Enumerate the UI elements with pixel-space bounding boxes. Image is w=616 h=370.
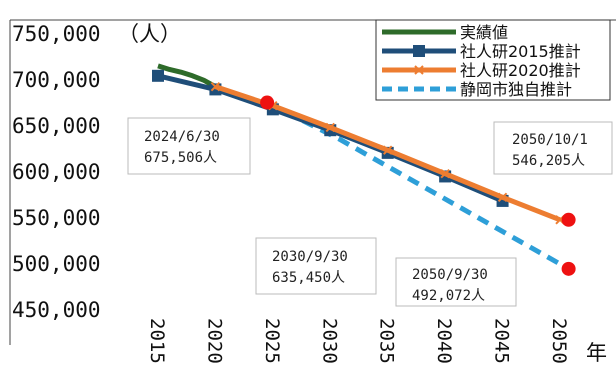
y-tick-label: 550,000 xyxy=(12,206,101,230)
data-point-x xyxy=(325,122,335,133)
data-point-x xyxy=(440,169,450,179)
highlight-points xyxy=(260,95,576,276)
x-tick-label: 2035 xyxy=(376,318,398,364)
series-line-0 xyxy=(157,63,217,89)
annotation-value: 635,450人 xyxy=(272,270,345,286)
annotation-date: 2050/9/30 xyxy=(412,267,488,283)
annotation-2024: 2024/6/30 675,506人 xyxy=(127,117,251,175)
data-point-x xyxy=(497,192,508,203)
annotation-value: 675,506人 xyxy=(144,150,217,166)
x-tick-label: 2020 xyxy=(203,318,225,364)
y-tick-labels: 750,000 700,000 650,000 600,000 550,000 … xyxy=(12,22,101,322)
annotation-box xyxy=(255,237,377,295)
annotation-value: 492,072人 xyxy=(412,288,485,304)
x-tick-label: 2015 xyxy=(146,318,168,364)
x-unit-label: 年 xyxy=(586,341,607,365)
annotation-value: 546,205人 xyxy=(512,153,585,169)
x-tick-labels: 2015 2020 2025 2030 2035 2040 2045 2050 xyxy=(146,318,570,364)
legend-label: 社人研2015推計 xyxy=(460,42,581,61)
annotation-date: 2030/9/30 xyxy=(272,249,348,265)
x-tick-label: 2030 xyxy=(318,318,340,364)
data-point-x xyxy=(383,145,393,155)
annotation-2050-sep: 2050/9/30 492,072人 xyxy=(395,257,517,307)
legend-label: 静岡市独自推計 xyxy=(460,80,572,99)
annotation-box xyxy=(493,121,613,175)
y-tick-label: 500,000 xyxy=(12,252,101,276)
highlight-point xyxy=(260,95,275,110)
annotation-date: 2024/6/30 xyxy=(144,129,220,145)
x-tick-label: 2050 xyxy=(548,318,570,364)
annotation-box xyxy=(395,257,517,307)
y-tick-label: 750,000 xyxy=(12,22,101,46)
y-tick-label: 450,000 xyxy=(12,298,101,322)
y-tick-label: 600,000 xyxy=(12,160,101,184)
highlight-point xyxy=(561,261,576,276)
legend-label: 実績値 xyxy=(460,23,508,42)
legend-marker-square xyxy=(413,45,425,57)
y-tick-label: 650,000 xyxy=(12,114,101,138)
legend-label: 社人研2020推計 xyxy=(460,61,581,80)
highlight-point xyxy=(561,212,576,227)
x-tick-label: 2045 xyxy=(491,318,513,364)
x-tick-label: 2040 xyxy=(433,318,455,364)
data-point-square xyxy=(152,69,164,82)
annotation-2050-oct: 2050/10/1 546,205人 xyxy=(493,121,613,175)
annotation-date: 2050/10/1 xyxy=(512,132,588,148)
y-unit-label: （人） xyxy=(118,22,181,46)
x-tick-label: 2025 xyxy=(261,318,283,364)
y-tick-label: 700,000 xyxy=(12,68,101,92)
annotation-box xyxy=(127,117,251,175)
data-point-x xyxy=(210,81,221,92)
annotation-2030: 2030/9/30 635,450人 xyxy=(255,237,377,295)
legend-marker-x xyxy=(414,65,424,75)
